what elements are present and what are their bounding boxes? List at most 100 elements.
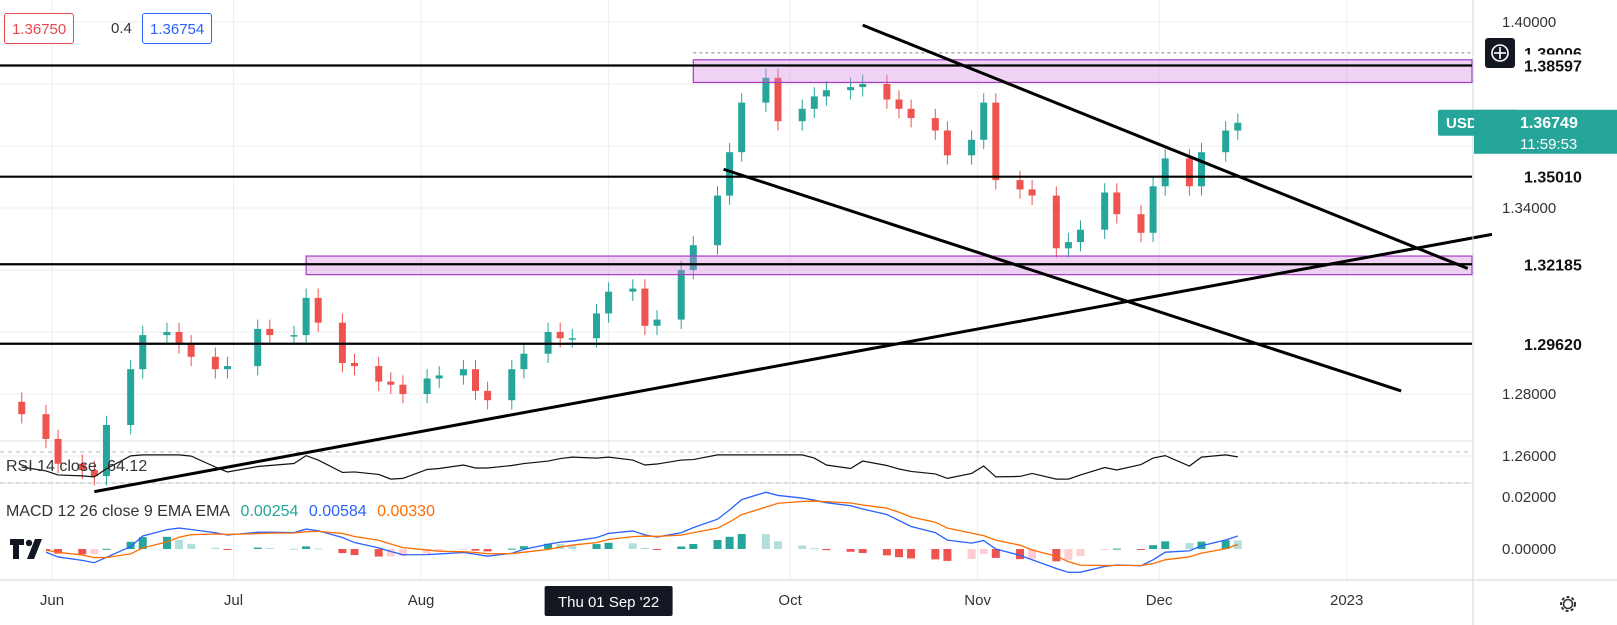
- macd-histogram-bar: [604, 542, 613, 549]
- rsi-legend[interactable]: RSI 14 close 64.12: [6, 458, 153, 476]
- macd-histogram-bar: [435, 549, 444, 552]
- price-tick-label: 1.28000: [1502, 386, 1556, 403]
- candle-body: [1137, 214, 1145, 233]
- bar-countdown: 11:59:53: [1520, 136, 1577, 153]
- candle-body: [223, 366, 231, 370]
- candle-body: [931, 118, 939, 131]
- macd-histogram-bar: [290, 548, 298, 550]
- settings-gear-icon[interactable]: [1556, 592, 1580, 616]
- tradingview-logo-icon[interactable]: [6, 530, 46, 566]
- candle-body: [187, 344, 195, 357]
- macd-histogram-bar: [846, 549, 855, 552]
- level-label: 1.29620: [1524, 337, 1582, 354]
- macd-hist-value: 0.00254: [240, 503, 299, 520]
- macd-histogram-bar: [677, 546, 686, 549]
- candle-body: [822, 90, 830, 97]
- macd-histogram-bar: [822, 549, 831, 551]
- macd-histogram-bar: [798, 545, 807, 549]
- candle-body: [78, 463, 86, 470]
- horizontal-levels: [0, 52, 1472, 345]
- candle-body: [1016, 180, 1024, 190]
- macd-histogram-bar: [810, 548, 819, 550]
- candle-body: [102, 425, 110, 477]
- ask-price[interactable]: 1.36754: [142, 13, 213, 44]
- candle-body: [847, 87, 855, 91]
- macd-histogram-bar: [187, 543, 196, 549]
- macd-histogram-bar: [507, 548, 516, 550]
- macd-histogram-bar: [1016, 549, 1024, 560]
- candle-body: [484, 390, 492, 401]
- macd-histogram-bar: [640, 547, 649, 549]
- macd-histogram-bar: [1137, 549, 1145, 550]
- macd-histogram-bar: [338, 549, 347, 554]
- candle-body: [459, 369, 467, 376]
- candle-body: [568, 338, 576, 340]
- rsi-line: [21, 454, 1238, 480]
- candle-body: [175, 332, 183, 345]
- last-price: 1.36749: [1520, 115, 1578, 132]
- candle-body: [54, 438, 62, 464]
- macd-histogram-bar: [78, 549, 87, 555]
- macd-histogram-bar: [302, 546, 311, 549]
- candle-body: [1234, 122, 1242, 131]
- macd-histogram-bar: [1076, 549, 1085, 557]
- macd-histogram-bar: [568, 545, 577, 549]
- candle-body: [641, 288, 649, 326]
- macd-histogram-bar: [737, 534, 746, 549]
- candle-body: [435, 375, 443, 379]
- macd-histogram-bar: [931, 549, 940, 560]
- macd-histogram-bar: [459, 549, 468, 550]
- time-tick-label: Dec: [1146, 592, 1173, 609]
- macd-histogram-bar: [519, 546, 528, 549]
- candle-body: [992, 102, 1000, 181]
- bid-price[interactable]: 1.36750: [4, 13, 75, 44]
- macd-legend[interactable]: MACD 12 26 close 9 EMA EMA 0.00254 0.005…: [6, 503, 441, 521]
- macd-signal-value: 0.00330: [377, 503, 435, 520]
- candle-body: [1064, 242, 1072, 249]
- macd-histogram-bar: [253, 547, 262, 549]
- macd-histogram-bar: [907, 549, 916, 559]
- candle-body: [883, 84, 891, 100]
- macd-histogram-bar: [628, 543, 637, 549]
- macd-histogram-bar: [1149, 545, 1158, 549]
- macd-histogram-bar: [979, 549, 988, 554]
- candle-body: [1101, 192, 1109, 230]
- macd-histogram-bar: [858, 549, 867, 554]
- macd-histogram-bar: [967, 549, 976, 559]
- candle-body: [774, 77, 782, 122]
- candle-body: [508, 369, 516, 401]
- macd-histogram-bar: [1161, 541, 1170, 549]
- add-alert-crosshair-icon[interactable]: [1485, 38, 1515, 68]
- macd-histogram-bar: [102, 548, 111, 550]
- candle-body: [302, 297, 310, 336]
- macd-histogram-bar: [314, 548, 323, 550]
- candle-body: [593, 313, 600, 339]
- macd-histogram-bar: [126, 541, 135, 549]
- macd-histogram-bar: [713, 540, 722, 549]
- macd-histogram-bar: [483, 549, 492, 552]
- macd-pane: [17, 491, 1242, 573]
- candle-body: [290, 335, 298, 337]
- price-tick-label: 0.02000: [1502, 489, 1556, 506]
- candle-body: [1149, 186, 1157, 233]
- level-label: 1.32185: [1524, 257, 1582, 274]
- grid-lines: [0, 0, 1472, 580]
- level-label-bg: [1520, 332, 1617, 355]
- macd-histogram-bar: [1100, 549, 1109, 550]
- candle-body: [762, 77, 770, 103]
- candle-body: [726, 152, 734, 196]
- macd-signal-line: [21, 500, 1239, 567]
- candle-body: [1185, 158, 1193, 187]
- macd-histogram-bar: [1112, 548, 1121, 550]
- macd-histogram-bar: [774, 541, 782, 549]
- candle-body: [387, 381, 395, 385]
- candle-body: [677, 270, 685, 320]
- trendline: [94, 232, 1493, 494]
- level-label-bg: [1520, 165, 1617, 188]
- candle-body: [472, 369, 479, 391]
- candle-body: [314, 297, 322, 323]
- candle-body: [1052, 195, 1060, 249]
- spread-value: 0.4: [111, 20, 132, 37]
